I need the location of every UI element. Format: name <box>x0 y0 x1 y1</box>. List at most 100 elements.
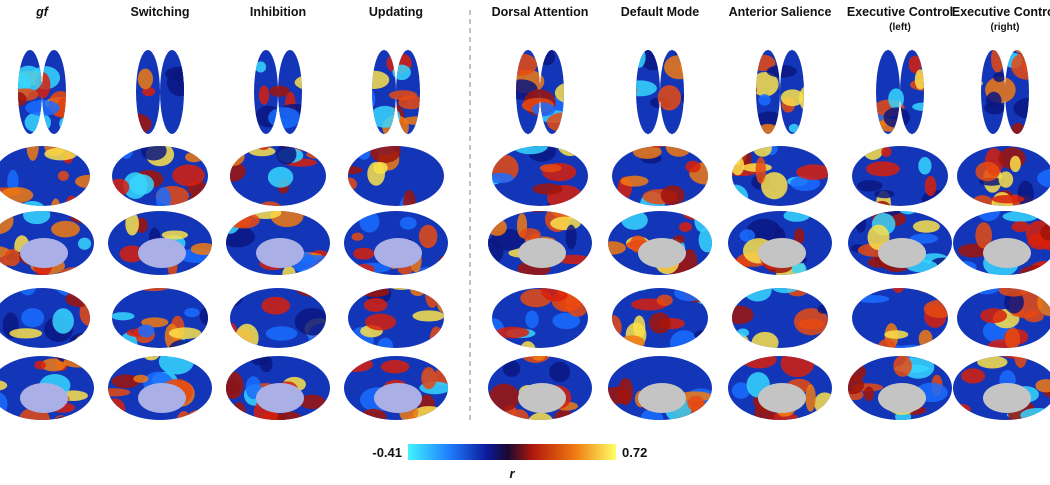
activation-blob <box>492 172 514 184</box>
activation-blob <box>187 410 209 420</box>
activation-blob <box>756 50 761 59</box>
activation-blob <box>998 288 1029 297</box>
activation-blob <box>235 323 259 348</box>
activation-blob <box>137 324 155 338</box>
activation-blob <box>924 176 937 197</box>
brain <box>226 211 330 275</box>
activation-blob <box>270 211 304 228</box>
activation-blob <box>297 146 326 150</box>
brain-base <box>136 50 184 134</box>
activation-blob <box>492 288 501 301</box>
activation-blob <box>1015 50 1029 55</box>
activation-blob <box>181 275 193 287</box>
activation-blob <box>349 211 361 221</box>
activation-blob <box>617 377 634 406</box>
brain <box>112 288 208 348</box>
activation-blob <box>360 288 390 298</box>
activation-blob <box>679 222 692 232</box>
activation-blob <box>267 166 294 188</box>
activation-blob <box>0 76 17 91</box>
activation-blob <box>732 332 750 348</box>
activation-blob <box>0 211 2 218</box>
activation-blob <box>137 68 154 90</box>
activation-blob <box>302 288 326 293</box>
activation-blob <box>314 49 330 60</box>
activation-blob <box>269 85 290 97</box>
activation-blob <box>874 189 895 199</box>
activation-blob <box>1004 290 1024 314</box>
activation-blob <box>1011 122 1025 134</box>
activation-blob <box>488 218 507 236</box>
activation-blob <box>103 123 118 144</box>
activation-blob <box>348 166 363 175</box>
activation-blob <box>176 288 194 292</box>
activation-blob <box>1017 180 1034 206</box>
activation-blob <box>855 213 867 233</box>
activation-blob <box>770 288 801 294</box>
activation-blob <box>753 146 772 157</box>
activation-blob <box>417 273 430 285</box>
activation-blob <box>953 403 971 416</box>
activation-blob <box>276 146 297 165</box>
activation-blob <box>369 146 401 163</box>
activation-blob <box>23 211 51 225</box>
activation-blob <box>665 146 692 157</box>
activation-blob <box>908 55 922 74</box>
activation-blob <box>633 315 646 339</box>
activation-blob <box>230 323 238 341</box>
activation-blob <box>294 74 302 91</box>
activation-blob <box>0 187 34 204</box>
activation-blob <box>380 359 410 374</box>
activation-blob <box>226 211 242 234</box>
activation-blob <box>51 416 76 420</box>
activation-blob <box>618 335 645 348</box>
activation-blob <box>188 268 211 275</box>
activation-blob <box>813 359 832 368</box>
activation-blob <box>552 312 581 330</box>
activation-blob <box>348 177 357 191</box>
activation-blob <box>909 233 938 244</box>
activation-blob <box>1002 211 1039 222</box>
activation-blob <box>225 53 238 62</box>
activation-blob <box>556 146 584 157</box>
activation-blob <box>63 356 93 368</box>
brain <box>756 50 804 134</box>
column-title: gf <box>35 5 50 19</box>
activation-blob <box>70 212 94 224</box>
activation-blob <box>427 51 458 67</box>
activation-blob <box>240 90 253 98</box>
brain <box>953 356 1050 420</box>
activation-blob <box>756 81 757 99</box>
activation-blob <box>140 146 167 161</box>
activation-blob <box>986 91 1002 110</box>
activation-blob <box>756 123 781 134</box>
activation-blob <box>766 64 797 78</box>
activation-blob <box>546 112 564 133</box>
brain <box>344 356 448 420</box>
activation-blob <box>81 421 92 431</box>
activation-blob <box>103 103 130 120</box>
activation-blob <box>403 189 416 206</box>
activation-blob <box>188 192 205 206</box>
activation-blob <box>418 224 438 249</box>
activation-blob <box>937 119 957 143</box>
activation-blob <box>852 148 861 163</box>
brain <box>981 50 1029 134</box>
activation-blob <box>848 375 865 395</box>
activation-blob <box>19 407 50 420</box>
activation-blob <box>516 50 521 68</box>
activation-blob <box>557 254 590 265</box>
medial-wall <box>638 238 686 268</box>
activation-blob <box>226 371 244 399</box>
activation-blob <box>295 288 326 297</box>
medial-wall <box>758 383 806 413</box>
activation-blob <box>51 220 80 238</box>
brain <box>492 146 588 206</box>
activation-blob <box>259 356 273 373</box>
activation-blob <box>957 325 962 342</box>
activation-blob <box>817 304 828 314</box>
activation-blob <box>1040 224 1050 241</box>
activation-blob <box>136 108 140 134</box>
activation-blob <box>187 110 205 127</box>
